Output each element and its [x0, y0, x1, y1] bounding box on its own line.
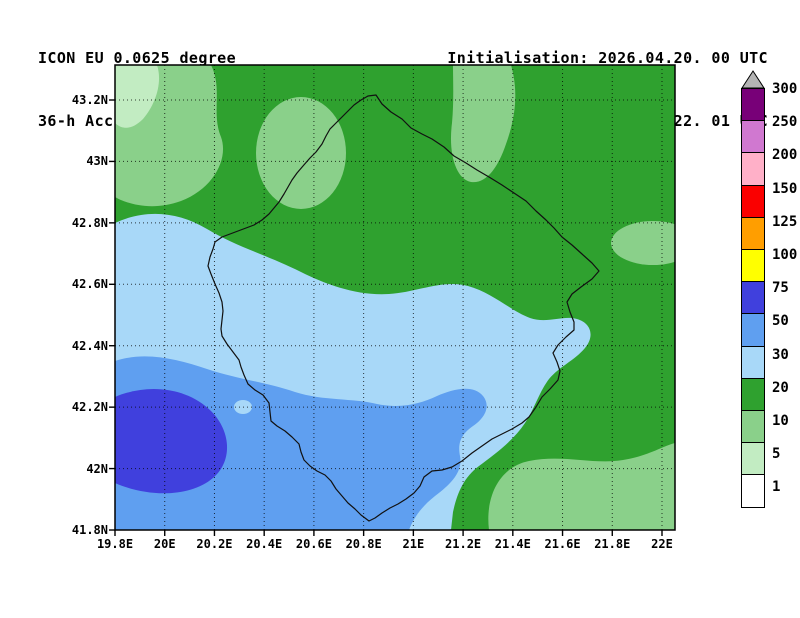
init-time: Initialisation: 2026.04.20. 00 UTC — [447, 49, 768, 67]
legend-boundary-label: 125 — [772, 213, 798, 230]
legend-color-box — [742, 443, 764, 476]
y-tick-label: 42.2N — [71, 400, 108, 415]
x-tick-label: 20.8E — [345, 537, 382, 551]
legend-color-box — [742, 314, 764, 347]
precip-area-5-10-east-edge — [611, 221, 675, 265]
legend-boundary-label: 5 — [772, 446, 781, 463]
precip-area-30-50 — [115, 356, 487, 530]
precip-area-5-10-north-center — [256, 97, 346, 209]
map-area — [109, 64, 676, 536]
color-scale-legend: 300 250 200 150 125 100 75 50 30 20 10 5 1 — [741, 70, 797, 509]
legend-color-box — [742, 410, 764, 444]
legend-boundary-label: 10 — [772, 413, 789, 429]
x-tick-label: 21.6E — [544, 537, 581, 551]
legend-boundary-label: 200 — [772, 147, 798, 164]
legend-color-box — [742, 282, 764, 315]
precipitation-field — [115, 65, 675, 530]
y-tick-label: 41.8N — [71, 523, 108, 537]
x-tick-label: 21.8E — [594, 537, 631, 551]
y-tick-label: 42N — [86, 461, 108, 476]
x-tick-label: 22E — [651, 537, 673, 551]
precipitation-map-svg — [109, 64, 676, 536]
x-tick-label: 21.4E — [494, 537, 531, 551]
x-tick-label: 20.2E — [196, 537, 233, 551]
model-title: ICON EU 0.0625 degree — [38, 49, 237, 67]
legend-boundary-label: 50 — [772, 313, 789, 330]
precip-area-5-10-northeast — [450, 65, 516, 183]
x-tick-label: 20.4E — [246, 537, 283, 551]
legend-boundary-label: 1 — [772, 479, 781, 496]
x-tick-label: 21.2E — [445, 537, 482, 551]
precip-area-5-10-southeast — [488, 443, 675, 530]
legend-color-box — [742, 475, 764, 508]
legend-boundary-label: 150 — [772, 180, 798, 197]
grid-layer — [115, 65, 675, 530]
x-tick-label: 20.6E — [295, 537, 332, 551]
precip-area-1-5-northwest-corner — [115, 65, 160, 128]
y-tick-label: 43N — [86, 154, 108, 169]
y-tick-label: 43.2N — [71, 93, 108, 107]
legend-color-box — [742, 185, 764, 218]
legend-overflow-triangle — [741, 70, 765, 89]
map-frame — [114, 64, 676, 531]
legend-color-box — [742, 378, 764, 411]
legend-color-box — [742, 249, 764, 283]
legend-boundary-label: 250 — [772, 114, 798, 131]
legend-boundary-label: 75 — [772, 280, 789, 297]
x-tick-label: 20E — [153, 537, 176, 551]
y-tick-label: 42.6N — [71, 277, 108, 292]
y-tick-label: 42.4N — [71, 338, 108, 353]
legend-color-box — [742, 217, 764, 250]
legend-color-box — [742, 346, 764, 379]
legend-boundary-label: 20 — [772, 379, 789, 396]
legend-boxes — [741, 88, 765, 509]
country-border-kosovo — [207, 94, 600, 522]
y-tick-label: 42.8N — [71, 215, 108, 230]
precip-area-50-75 — [115, 388, 228, 494]
tick-layer — [109, 99, 663, 536]
legend-boundary-label: 300 — [772, 81, 798, 97]
legend-color-box — [742, 89, 764, 122]
x-axis-labels: 19.8E 20E 20.2E 20.4E 20.6E 20.8E 21E 21.2E 21.4… — [97, 530, 675, 552]
y-axis-labels: 43.2N 43N 42.8N 42.6N 42.4N 42.2N 42N 41.8N — [50, 65, 108, 537]
x-tick-label: 19.8E — [96, 537, 134, 551]
legend-boundary-label: 30 — [772, 346, 789, 363]
legend-color-box — [742, 153, 764, 186]
legend-boundary-label: 100 — [772, 247, 798, 263]
x-tick-label: 21E — [402, 537, 425, 551]
legend-color-box — [742, 121, 764, 154]
